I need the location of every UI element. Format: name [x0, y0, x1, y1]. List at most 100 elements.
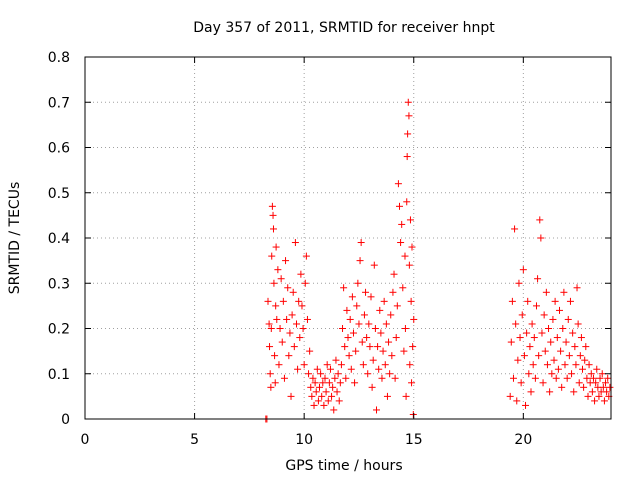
data-point-marker — [325, 379, 333, 387]
data-point-marker — [381, 361, 389, 369]
data-point-marker — [408, 379, 416, 387]
data-point-marker — [409, 343, 417, 351]
data-point-marker — [276, 325, 284, 332]
data-point-marker — [528, 320, 536, 328]
data-point-marker — [574, 320, 582, 328]
data-point-marker — [329, 383, 337, 391]
data-point-marker — [530, 334, 538, 342]
data-point-marker — [582, 343, 590, 351]
data-point-marker — [290, 343, 298, 351]
data-point-marker — [554, 365, 562, 373]
data-point-marker — [299, 325, 307, 332]
data-point-marker — [364, 370, 372, 378]
x-axis-label: GPS time / hours — [285, 458, 402, 474]
data-point-marker — [508, 297, 516, 305]
data-point-marker — [294, 365, 302, 373]
data-point-marker — [352, 347, 360, 355]
data-point-marker — [558, 383, 566, 391]
data-point-marker — [268, 252, 276, 260]
data-point-marker — [279, 297, 287, 305]
data-point-marker — [363, 334, 371, 342]
data-point-marker — [358, 338, 366, 346]
data-point-marker — [552, 374, 560, 382]
data-point-marker — [403, 198, 411, 206]
data-point-marker — [280, 374, 288, 382]
data-point-marker — [532, 302, 540, 310]
data-point-marker — [274, 266, 282, 274]
data-point-marker — [571, 343, 579, 351]
data-point-marker — [306, 347, 314, 355]
data-point-marker — [301, 279, 309, 287]
data-point-marker — [344, 334, 352, 342]
data-point-marker — [539, 379, 547, 387]
data-point-marker — [513, 397, 521, 405]
data-point-marker — [536, 216, 544, 224]
data-point-marker — [324, 397, 332, 405]
data-point-marker — [269, 225, 277, 233]
data-point-marker — [342, 374, 350, 382]
data-point-marker — [591, 397, 599, 405]
data-point-marker — [368, 383, 376, 391]
x-tick-label: 10 — [295, 432, 313, 448]
data-point-marker — [357, 239, 365, 247]
data-point-marker — [515, 279, 523, 287]
data-point-marker — [584, 392, 592, 400]
data-point-marker — [271, 352, 279, 360]
data-point-marker — [542, 288, 550, 296]
data-point-marker — [404, 130, 412, 138]
data-point-marker — [321, 374, 329, 382]
data-point-marker — [372, 406, 380, 414]
data-point-marker — [405, 112, 413, 120]
data-point-marker — [312, 388, 320, 396]
data-point-marker — [538, 329, 546, 337]
data-point-marker — [354, 279, 362, 287]
x-tick-label: 15 — [405, 432, 423, 448]
data-point-marker — [606, 383, 614, 391]
data-point-marker — [336, 379, 344, 387]
data-point-marker — [526, 343, 534, 351]
data-point-marker — [569, 329, 577, 337]
data-point-marker — [266, 343, 274, 351]
data-point-marker — [378, 374, 386, 382]
data-point-marker — [527, 388, 535, 396]
data-point-marker — [520, 352, 528, 360]
data-point-marker — [341, 343, 349, 351]
data-point-marker — [529, 361, 537, 369]
data-point-marker — [592, 379, 600, 387]
data-point-marker — [410, 315, 418, 323]
data-point-marker — [540, 311, 548, 319]
data-point-marker — [580, 383, 588, 391]
gridlines — [85, 57, 611, 419]
data-point-marker — [272, 243, 280, 251]
data-point-marker — [534, 275, 542, 283]
data-point-marker — [543, 361, 551, 369]
data-point-marker — [603, 388, 611, 396]
data-point-marker — [367, 293, 375, 301]
data-point-marker — [572, 361, 580, 369]
y-tick-label: 0.4 — [48, 231, 70, 247]
data-point-marker — [296, 334, 304, 342]
data-point-marker — [387, 311, 395, 319]
data-point-marker — [333, 388, 341, 396]
data-point-marker — [322, 388, 330, 396]
data-point-marker — [595, 392, 603, 400]
data-point-marker — [270, 279, 278, 287]
data-point-marker — [506, 392, 514, 400]
data-point-marker — [365, 320, 373, 328]
data-point-marker — [393, 302, 401, 310]
data-point-marker — [323, 361, 331, 369]
data-point-marker — [266, 370, 274, 378]
data-point-marker — [353, 302, 361, 310]
data-point-marker — [509, 374, 517, 382]
data-point-marker — [317, 370, 325, 378]
data-point-marker — [399, 284, 407, 292]
data-point-marker — [588, 388, 596, 396]
data-point-marker — [565, 352, 573, 360]
data-point-marker — [408, 243, 416, 251]
data-point-marker — [593, 365, 601, 373]
data-point-marker — [264, 297, 272, 305]
data-point-marker — [371, 325, 379, 332]
data-point-marker — [545, 325, 553, 332]
data-point-marker — [297, 270, 305, 278]
data-point-marker — [267, 383, 275, 391]
